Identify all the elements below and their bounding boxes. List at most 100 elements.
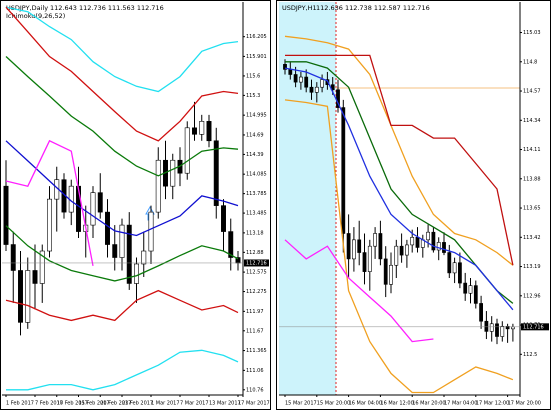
x-tick-label: 16 Mar 12:00: [380, 401, 413, 407]
x-tick-label: 7 Mar 2017: [180, 401, 209, 407]
candle-body: [47, 198, 52, 252]
x-tick-label: 17 Mar 20:00: [508, 401, 541, 407]
x-tick-label: 20 Feb 2017: [100, 401, 131, 407]
y-tick-label: 112.5: [523, 352, 537, 358]
x-tick-label: 17 Mar 12:00: [476, 401, 509, 407]
candle-body: [341, 107, 346, 234]
y-tick-label: 114.8: [523, 59, 537, 65]
candle-body: [463, 282, 468, 294]
y-tick-label: 110.76: [246, 387, 264, 393]
y-tick-label: 116.205: [246, 34, 267, 40]
candle-body: [126, 224, 132, 284]
candle-body: [314, 86, 319, 93]
y-tick-label: 114.085: [246, 172, 267, 178]
candle-body: [357, 239, 362, 253]
candle-body: [346, 233, 351, 260]
candle-body: [399, 245, 404, 256]
candle-body: [378, 233, 383, 260]
daily-panel: [0, 0, 271, 410]
x-tick-label: 15 Feb 2017: [79, 401, 110, 407]
x-tick-label: 16 Mar 20:00: [412, 401, 445, 407]
candle-body: [155, 159, 161, 213]
candle-body: [458, 262, 462, 284]
indicator-line: [5, 289, 239, 322]
candle-body: [184, 127, 190, 174]
candle-body: [97, 192, 103, 213]
y-tick-label: 111.06: [246, 368, 264, 374]
candle-body: [410, 236, 415, 246]
candle-body: [293, 74, 298, 83]
candle-body: [473, 285, 478, 304]
indicator-line: [6, 349, 239, 391]
indicator-line: [5, 56, 239, 177]
y-tick-label: 115.03: [523, 30, 541, 36]
candle-body: [76, 185, 81, 232]
candle-body: [479, 303, 483, 322]
indicator-line: [5, 140, 239, 237]
candle-body: [484, 320, 489, 332]
candle-body: [447, 252, 452, 274]
candle-body: [148, 211, 154, 252]
candle-body: [119, 224, 125, 258]
y-tick-label: 113.18: [246, 230, 264, 236]
y-tick-label: 113.785: [246, 191, 267, 197]
candle-body: [288, 69, 293, 75]
candle-body: [90, 192, 96, 226]
y-tick-label: 113.65: [523, 206, 541, 212]
candle-body: [299, 76, 303, 83]
y-tick-label: 112.88: [246, 250, 264, 256]
candle-body: [362, 252, 367, 272]
candle-body: [489, 323, 494, 332]
last-price-box: [244, 259, 269, 267]
candle-body: [112, 244, 118, 258]
x-tick-label: 15 Mar 20:00: [317, 401, 350, 407]
candle-body: [320, 79, 324, 88]
candle-body: [309, 86, 314, 93]
x-tick-label: 10 Feb 2017: [57, 401, 88, 407]
y-tick-label: 115.901: [246, 54, 267, 60]
candle-body: [283, 64, 287, 70]
indicator-line: [284, 67, 514, 311]
y-tick-label: 112.275: [246, 289, 267, 295]
indicator-line: [5, 225, 239, 282]
candle-body: [221, 205, 226, 232]
candle-body: [32, 270, 38, 284]
indicator-line: [284, 239, 434, 343]
candle-body: [389, 264, 393, 285]
candle-body: [10, 244, 16, 271]
candle-body: [500, 326, 505, 337]
session-shade: [279, 2, 336, 395]
candle-body: [405, 244, 409, 256]
panel-title: USDJPY,H1: [282, 4, 317, 12]
y-tick-label: 115.6: [246, 73, 260, 79]
panel-title: USDJPY,Daily: [6, 4, 48, 12]
indicator-label: Ichimoku(9,26,52): [6, 12, 65, 20]
indicator-line: [285, 54, 514, 266]
x-tick-label: 1 Feb 2017: [6, 401, 34, 407]
y-tick-label: 111.365: [246, 348, 267, 354]
candle-body: [199, 121, 205, 135]
x-tick-label: 16 Mar 04:00: [349, 401, 382, 407]
candle-body: [3, 185, 9, 245]
y-tick-label: 113.19: [523, 264, 541, 270]
candle-body: [452, 262, 457, 274]
candle-body: [367, 245, 372, 272]
x-tick-label: 17 Mar 2017: [238, 401, 270, 407]
candle-body: [511, 326, 515, 330]
candle-body: [436, 242, 441, 251]
last-price-label: 112.716: [246, 260, 267, 266]
panel-ohlc: 112.643 112.736 111.563 112.716: [50, 4, 164, 12]
x-tick-label: 17 Mar 04:00: [444, 401, 477, 407]
y-tick-label: 114.39: [246, 152, 264, 158]
indicator-line: [5, 6, 239, 142]
y-tick-label: 111.97: [246, 309, 264, 315]
last-price-box: [521, 323, 549, 331]
y-tick-label: 113.88: [523, 176, 541, 182]
y-tick-label: 111.67: [246, 328, 264, 334]
candle-body: [170, 159, 176, 187]
candle-body: [352, 239, 356, 260]
candle-body: [25, 270, 31, 323]
y-tick-label: 113.485: [246, 211, 267, 217]
y-tick-label: 112.96: [523, 293, 541, 299]
candle-body: [134, 263, 139, 284]
